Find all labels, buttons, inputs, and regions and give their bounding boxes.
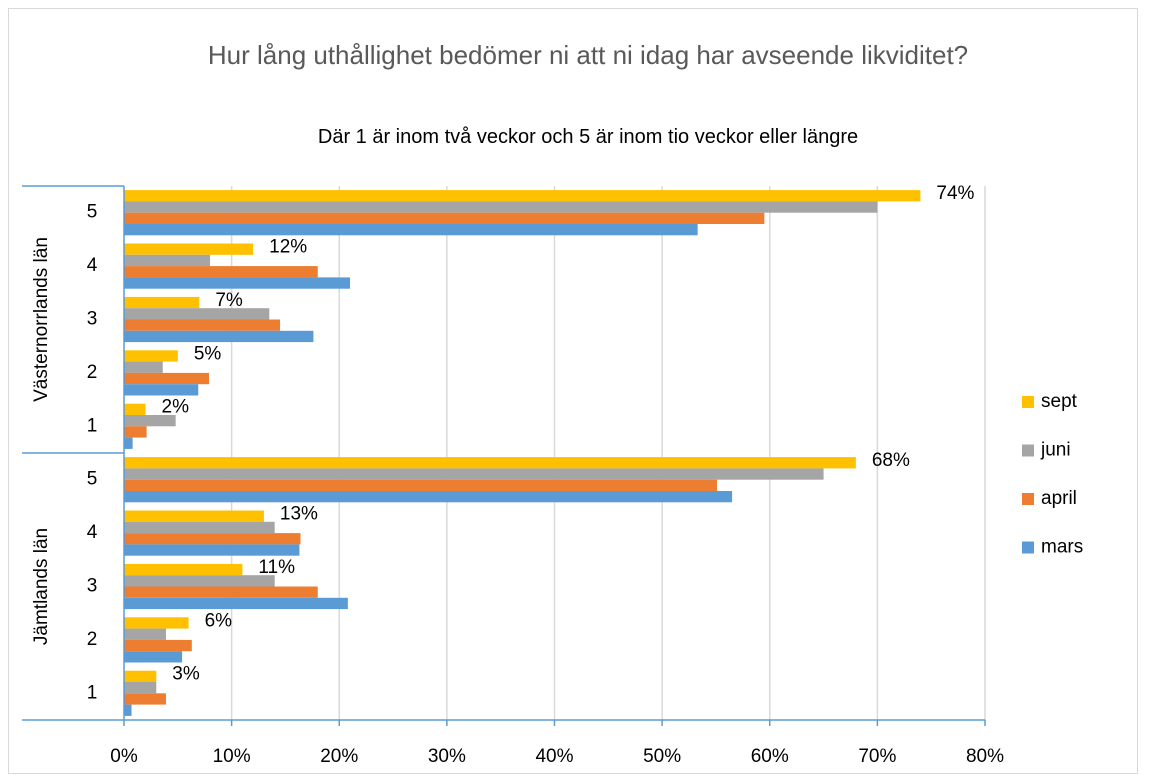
x-tick-label: 10% bbox=[213, 746, 251, 767]
bar bbox=[124, 308, 270, 320]
data-label: 13% bbox=[280, 504, 318, 525]
data-label: 6% bbox=[205, 610, 233, 631]
bar bbox=[124, 563, 243, 576]
data-label: 7% bbox=[215, 290, 243, 311]
chart-title: Hur lång uthållighet bedömer ni att ni i… bbox=[207, 40, 969, 70]
y-tick-label: 5 bbox=[87, 469, 98, 490]
legend-swatch bbox=[1022, 493, 1034, 505]
bar bbox=[124, 415, 176, 427]
bar bbox=[124, 544, 300, 556]
bar bbox=[124, 372, 210, 385]
bar bbox=[124, 190, 921, 202]
data-label: 11% bbox=[258, 557, 295, 578]
y-tick-label: 1 bbox=[87, 415, 98, 436]
bar bbox=[124, 597, 348, 610]
x-tick-label: 0% bbox=[110, 746, 138, 767]
x-tick-label: 60% bbox=[751, 746, 789, 767]
bar bbox=[124, 437, 133, 449]
bar bbox=[124, 491, 733, 503]
legend-label: mars bbox=[1041, 537, 1083, 558]
y-tick-label: 2 bbox=[87, 629, 98, 650]
bar bbox=[124, 704, 132, 716]
legend-swatch bbox=[1022, 444, 1034, 457]
group-label: Jämtlands län bbox=[31, 528, 52, 645]
bar bbox=[124, 628, 166, 640]
bar bbox=[124, 533, 301, 545]
data-label: 74% bbox=[936, 183, 974, 204]
data-label: 12% bbox=[269, 237, 307, 258]
x-tick-label: 80% bbox=[966, 746, 1004, 767]
bar bbox=[124, 575, 275, 587]
bar bbox=[124, 586, 318, 598]
legend-swatch bbox=[1022, 396, 1034, 408]
bar bbox=[124, 639, 192, 652]
legend-label: juni bbox=[1040, 440, 1071, 461]
legend-swatch bbox=[1022, 541, 1034, 554]
data-label: 3% bbox=[172, 664, 200, 685]
bar bbox=[124, 521, 275, 534]
bar bbox=[124, 361, 163, 373]
bar bbox=[124, 243, 254, 255]
x-tick-label: 20% bbox=[320, 746, 358, 767]
data-label: 5% bbox=[194, 343, 222, 364]
chart-frame bbox=[8, 8, 1138, 774]
bar bbox=[124, 296, 200, 309]
bar bbox=[124, 617, 189, 629]
x-tick-label: 70% bbox=[858, 746, 896, 767]
bar bbox=[124, 403, 146, 415]
bar bbox=[124, 479, 718, 491]
bar bbox=[124, 350, 178, 362]
y-tick-label: 1 bbox=[87, 682, 98, 703]
bar bbox=[124, 693, 166, 705]
bar bbox=[124, 330, 314, 343]
legend-label: sept bbox=[1041, 391, 1078, 412]
bar bbox=[124, 510, 264, 522]
bar bbox=[124, 212, 765, 224]
y-tick-label: 4 bbox=[87, 255, 98, 276]
legend-label: april bbox=[1041, 488, 1077, 509]
bar bbox=[124, 682, 157, 694]
y-tick-label: 2 bbox=[87, 362, 98, 383]
group-label: Västernorrlands län bbox=[31, 237, 52, 402]
y-tick-label: 4 bbox=[87, 522, 98, 543]
x-tick-label: 40% bbox=[535, 746, 573, 767]
bar bbox=[124, 384, 199, 396]
data-label: 2% bbox=[162, 397, 190, 418]
x-tick-label: 50% bbox=[643, 746, 681, 767]
bar bbox=[124, 457, 856, 469]
bar bbox=[124, 651, 183, 663]
bar bbox=[124, 426, 147, 438]
chart-subtitle: Där 1 är inom två veckor och 5 är inom t… bbox=[317, 126, 859, 148]
bar bbox=[124, 201, 878, 213]
bar bbox=[124, 319, 281, 331]
data-label: 68% bbox=[872, 450, 910, 471]
bar bbox=[124, 468, 824, 480]
y-tick-label: 3 bbox=[87, 576, 98, 597]
bar bbox=[124, 254, 211, 267]
bar bbox=[124, 266, 318, 278]
y-tick-label: 3 bbox=[87, 309, 98, 330]
bar bbox=[124, 670, 157, 682]
bar bbox=[124, 277, 351, 289]
x-tick-label: 30% bbox=[428, 746, 466, 767]
bar bbox=[124, 224, 698, 236]
y-tick-label: 5 bbox=[87, 202, 98, 223]
